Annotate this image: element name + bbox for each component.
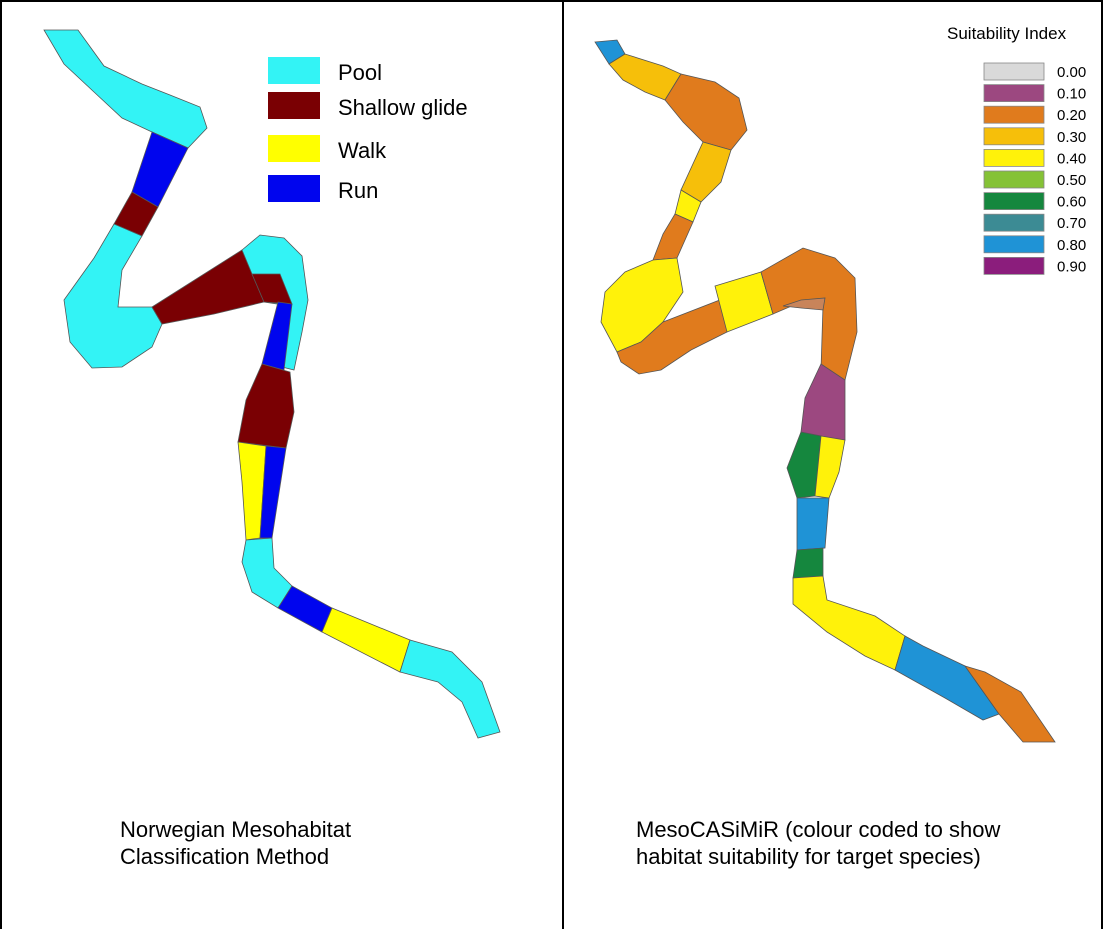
- legend-label-si-0.20: 0.20: [1057, 107, 1086, 124]
- river-segments: [43, 29, 501, 739]
- legend-label-walk: Walk: [338, 138, 387, 163]
- segment-si-0.40-lower: [792, 575, 906, 671]
- legend-swatch-si-0.40: [983, 148, 1045, 167]
- suitability-legend: Suitability Index 0.000.100.200.300.400.…: [947, 24, 1086, 275]
- norwegian-classification-panel: Pool Shallow glide Walk Run Norwegian Me…: [2, 2, 563, 929]
- suitability-legend-items: 0.00 0.10 0.20 0.30 0.40 0.50 0.60 0.70 0.80 0.90: [983, 62, 1086, 275]
- legend-label-si-0.00: 0.00: [1057, 64, 1086, 81]
- suitability-river-segments: [594, 39, 1056, 743]
- legend-label-si-0.60: 0.60: [1057, 194, 1086, 211]
- legend-label-run: Run: [338, 178, 378, 203]
- segment-si-0.60-lower: [792, 547, 824, 579]
- legend-swatch-si-0.20: [983, 105, 1045, 124]
- legend-label-si-0.80: 0.80: [1057, 237, 1086, 254]
- segment-si-0.40-side: [814, 435, 846, 499]
- panel-divider: [562, 0, 564, 929]
- mesocasimir-panel: Suitability Index 0.00 0.10 0.20 0.30 0.40 0.…: [565, 2, 1103, 929]
- legend-swatch-si-0.10: [983, 84, 1045, 102]
- segment-si-0.60-upper: [786, 431, 822, 499]
- frame-right-border: [1101, 0, 1103, 929]
- segment-shallow-glide-lower: [237, 363, 295, 449]
- segment-pool-tail: [399, 639, 501, 739]
- frame-top-border: [0, 0, 1103, 2]
- segment-si-0.30-mid: [680, 141, 732, 203]
- legend-swatch-si-0.70: [983, 213, 1045, 232]
- frame-left-border: [0, 0, 2, 929]
- legend-label-si-0.70: 0.70: [1057, 215, 1086, 232]
- habitat-suitability-map: Suitability Index 0.000.100.200.300.400.…: [594, 24, 1086, 743]
- legend-swatch-si-0.50: [983, 170, 1045, 189]
- segment-walk-upper: [237, 441, 267, 541]
- legend-swatch-shallow-glide: [268, 92, 320, 119]
- legend-swatch-si-0.80: [983, 235, 1045, 254]
- legend-label-si-0.90: 0.90: [1057, 258, 1086, 275]
- legend-swatch-si-0.30: [983, 127, 1045, 146]
- legend-label-pool: Pool: [338, 60, 382, 85]
- segment-si-0.80-lower: [894, 635, 1000, 721]
- segment-si-light-sliver: [782, 297, 826, 311]
- segment-pool-bend: [63, 223, 163, 369]
- legend-swatch-si-0.60: [983, 192, 1045, 211]
- segment-si-0.20-top: [664, 73, 748, 151]
- left-panel-caption: Norwegian Mesohabitat Classification Met…: [120, 817, 352, 869]
- legend-label-si-0.30: 0.30: [1057, 129, 1086, 146]
- classification-legend: Pool Shallow glide Walk Run: [268, 57, 468, 203]
- legend-swatch-pool: [268, 57, 320, 84]
- legend-label-si-0.40: 0.40: [1057, 150, 1086, 167]
- segment-pool-upper: [43, 29, 208, 149]
- right-panel-caption: MesoCASiMiR (colour coded to show habita…: [636, 817, 1001, 869]
- segment-si-0.20-neck: [652, 213, 694, 261]
- segment-si-0.10: [800, 363, 846, 441]
- suitability-legend-title: Suitability Index: [947, 24, 1067, 43]
- segment-si-0.20-tail: [964, 665, 1056, 743]
- legend-label-si-0.10: 0.10: [1057, 86, 1086, 103]
- mesohabitat-classification-map: Pool Shallow glide Walk Run: [43, 29, 501, 739]
- legend-swatch-walk: [268, 135, 320, 162]
- segment-si-0.80-mid: [796, 497, 830, 551]
- legend-label-shallow-glide: Shallow glide: [338, 95, 468, 120]
- legend-swatch-si-0.00: [983, 62, 1045, 81]
- legend-swatch-si-0.90: [983, 256, 1045, 275]
- legend-label-si-0.50: 0.50: [1057, 172, 1086, 189]
- segment-shallow-glide-cross: [151, 249, 265, 325]
- legend-swatch-run: [268, 175, 320, 202]
- segment-si-0.20-hook: [760, 247, 858, 381]
- segment-walk-lower: [321, 607, 411, 673]
